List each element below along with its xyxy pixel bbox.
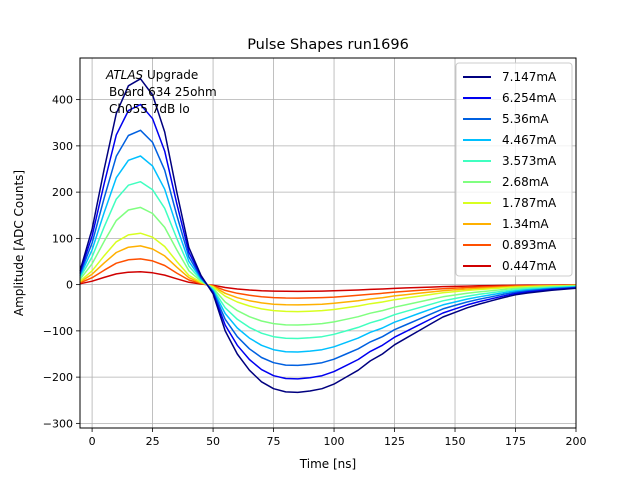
legend: 7.147mA 6.254mA 5.36mA 4.467mA 3.573mA 2.68mA…	[455, 62, 573, 277]
chart-title: Pulse Shapes run1696	[247, 37, 409, 53]
x-axis-label: Time [ns]	[299, 457, 356, 471]
series-line	[79, 271, 576, 293]
x-tick-label: 0	[89, 435, 96, 448]
legend-label: 0.447mA	[502, 259, 557, 273]
x-tick-label: 25	[146, 435, 160, 448]
series-line	[79, 232, 577, 313]
series-line	[79, 103, 577, 380]
x-tick-label: 200	[566, 435, 587, 448]
x-axis-ticks: 0 25 50 75 100 125 150 175 200	[89, 428, 587, 448]
annotation-line3: Ch055 7dB lo	[109, 102, 190, 116]
legend-label: 5.36mA	[502, 112, 549, 126]
y-tick-label: 0	[66, 279, 73, 292]
y-tick-label: 100	[52, 232, 73, 245]
legend-label: 0.893mA	[502, 238, 557, 252]
annotation-line2: Board 634 25ohm	[109, 85, 217, 99]
legend-box	[455, 62, 573, 277]
svg-text:ATLAS Upgrade: ATLAS Upgrade	[105, 68, 198, 82]
y-axis-ticks: −300 −200 −100 0 100 200 300 400	[43, 94, 80, 430]
y-tick-label: −200	[43, 371, 73, 384]
series-line	[79, 129, 577, 367]
y-tick-label: −100	[43, 325, 73, 338]
series-line	[79, 78, 577, 394]
legend-label: 4.467mA	[502, 133, 557, 147]
x-tick-label: 125	[384, 435, 405, 448]
series-line	[79, 155, 577, 353]
x-tick-label: 100	[324, 435, 345, 448]
legend-label: 3.573mA	[502, 154, 557, 168]
x-tick-label: 50	[206, 435, 220, 448]
x-tick-label: 150	[445, 435, 466, 448]
series-line	[79, 258, 577, 299]
y-tick-label: 200	[52, 186, 73, 199]
series-line	[79, 180, 577, 340]
legend-label: 1.34mA	[502, 217, 549, 231]
annotation-line1-rest: Upgrade	[143, 68, 198, 82]
legend-label: 1.787mA	[502, 196, 557, 210]
series-layer	[79, 78, 577, 394]
x-tick-label: 75	[267, 435, 281, 448]
y-tick-label: 300	[52, 140, 73, 153]
y-tick-label: 400	[52, 94, 73, 107]
annotation-italic: ATLAS	[105, 68, 144, 82]
series-line	[79, 206, 577, 326]
plot-frame	[79, 57, 577, 429]
y-axis-label: Amplitude [ADC Counts]	[12, 170, 26, 316]
legend-label: 2.68mA	[502, 175, 549, 189]
atlas-annotation: ATLAS Upgrade Board 634 25ohm Ch055 7dB …	[105, 68, 217, 116]
x-tick-label: 175	[505, 435, 526, 448]
legend-label: 7.147mA	[502, 70, 557, 84]
y-tick-label: −300	[43, 417, 73, 430]
legend-label: 6.254mA	[502, 91, 557, 105]
series-line	[79, 245, 577, 306]
